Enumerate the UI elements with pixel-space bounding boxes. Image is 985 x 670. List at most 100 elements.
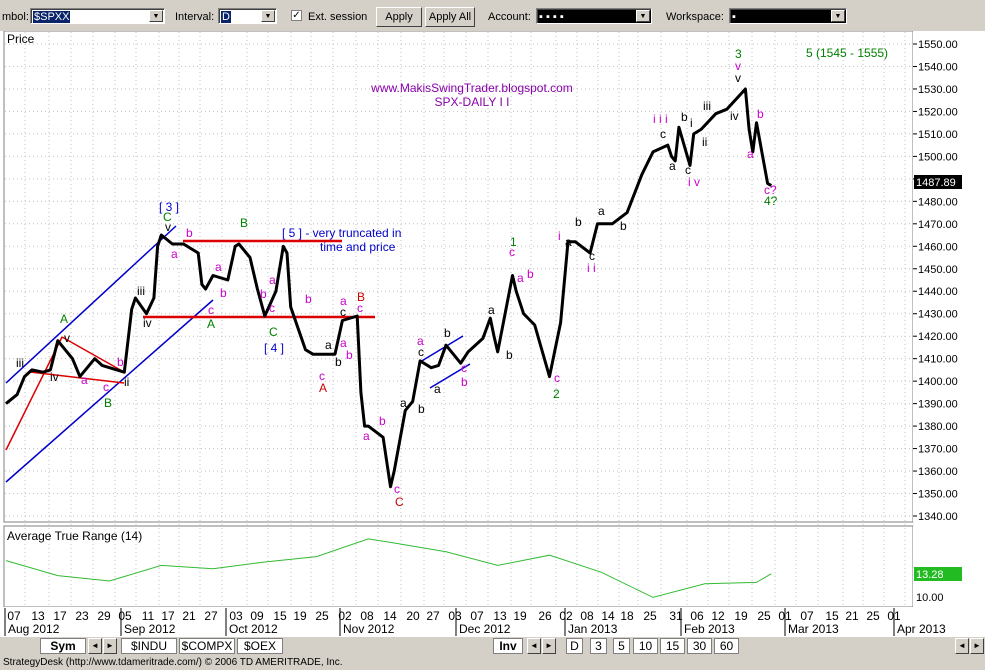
account-label: Account: bbox=[488, 11, 531, 23]
wave-label: v bbox=[735, 71, 741, 85]
tab-15[interactable]: 15 bbox=[660, 638, 685, 654]
chart-area[interactable]: 1550.00 1540.00 1530.00 1520.00 1510.00 1500.… bbox=[0, 30, 985, 637]
time-tick-label: 13 bbox=[31, 609, 45, 623]
nav-right-icon[interactable]: ► bbox=[103, 638, 117, 654]
wave-label: a bbox=[81, 373, 88, 387]
wave-label: i i i bbox=[653, 112, 668, 126]
wave-label: iv bbox=[730, 109, 739, 123]
wave-label: C bbox=[395, 495, 404, 509]
time-axis[interactable] bbox=[0, 607, 985, 637]
time-tick-label: 25 bbox=[643, 609, 657, 623]
wave-label: b bbox=[444, 326, 451, 340]
apply-all-button[interactable]: Apply All bbox=[425, 7, 475, 27]
time-tick-label: 08 bbox=[360, 609, 374, 623]
wave-label: 2 bbox=[553, 387, 560, 401]
wave-label: c bbox=[685, 163, 691, 177]
tab-compx[interactable]: $COMPX bbox=[179, 638, 235, 654]
chevron-down-icon[interactable]: ▼ bbox=[831, 10, 845, 22]
workspace-value: ▪ bbox=[732, 11, 736, 23]
wave-label: a bbox=[269, 273, 276, 287]
nav-left-icon[interactable]: ◄ bbox=[88, 638, 102, 654]
wave-label: c bbox=[589, 249, 595, 263]
account-select[interactable]: ▪ ▪ ▪ ▪ ▼ bbox=[536, 8, 652, 24]
price-tick-label: 1440.00 bbox=[918, 286, 958, 298]
symbol-value: $SPXX bbox=[33, 11, 71, 23]
chevron-down-icon[interactable]: ▼ bbox=[149, 10, 163, 22]
nav-left-icon[interactable]: ◄ bbox=[955, 638, 969, 654]
atr-axis[interactable] bbox=[913, 526, 985, 607]
chart-svg[interactable]: 1550.001540.001530.001520.001510.001500.… bbox=[0, 30, 985, 637]
wave-label: v bbox=[64, 331, 70, 345]
tab-60[interactable]: 60 bbox=[714, 638, 739, 654]
time-tick-label: 18 bbox=[620, 609, 634, 623]
wave-label: b bbox=[379, 414, 386, 428]
wave-label: a bbox=[488, 303, 495, 317]
nav-right-icon[interactable]: ► bbox=[542, 638, 556, 654]
price-tick-label: 1410.00 bbox=[918, 354, 958, 366]
time-tick-label: 21 bbox=[182, 609, 196, 623]
price-tick-label: 1540.00 bbox=[918, 61, 958, 73]
wave-label: B bbox=[104, 396, 112, 410]
wave-label: 1 bbox=[510, 235, 517, 249]
time-tick-label: 23 bbox=[75, 609, 89, 623]
note-line-1: [ 5 ] - very truncated in bbox=[282, 226, 401, 240]
symbol-label: mbol: bbox=[2, 11, 29, 23]
price-tick-label: 1340.00 bbox=[918, 511, 958, 523]
tab-bar: Sym ◄ ► $INDU $COMPX $OEX Inv ◄ ► D 3 5 … bbox=[0, 637, 985, 655]
wave-label: b bbox=[418, 402, 425, 416]
wave-label: c bbox=[418, 345, 424, 359]
interval-select[interactable]: D ▼ bbox=[218, 8, 277, 24]
time-tick-label: 29 bbox=[97, 609, 111, 623]
time-axis-labels: 07 13 17 23 29 05 11 17 21 27 03 09 15 19 25 02 08 14 20 27… bbox=[4, 608, 946, 636]
wave-label: 3 bbox=[735, 47, 742, 61]
time-tick-label: 15 bbox=[825, 609, 839, 623]
wave-label: a bbox=[747, 147, 754, 161]
tab-d[interactable]: D bbox=[566, 638, 583, 654]
tab-sym[interactable]: Sym bbox=[40, 638, 86, 654]
nav-right-icon[interactable]: ► bbox=[970, 638, 984, 654]
apply-button[interactable]: Apply bbox=[376, 7, 422, 27]
chevron-down-icon[interactable]: ▼ bbox=[636, 10, 650, 22]
workspace-select[interactable]: ▪ ▼ bbox=[729, 8, 847, 24]
atr-panel[interactable] bbox=[3, 525, 914, 608]
chevron-down-icon[interactable]: ▼ bbox=[261, 10, 275, 22]
time-tick-label: 27 bbox=[426, 609, 440, 623]
red-triangle-lower bbox=[29, 371, 125, 384]
wave-label: b bbox=[506, 348, 513, 362]
time-tick-label: 02 bbox=[338, 609, 352, 623]
tab-10[interactable]: 10 bbox=[633, 638, 658, 654]
wave-label: b bbox=[527, 267, 534, 281]
time-tick-label: 27 bbox=[204, 609, 218, 623]
time-month-label: Mar 2013 bbox=[788, 622, 839, 636]
tab-5[interactable]: 5 bbox=[613, 638, 630, 654]
price-tick-label: 1450.00 bbox=[918, 264, 958, 276]
tab-30[interactable]: 30 bbox=[687, 638, 712, 654]
tab-inv[interactable]: Inv bbox=[493, 638, 523, 654]
wave-label: iii bbox=[137, 284, 145, 298]
price-tick-label: 1420.00 bbox=[918, 331, 958, 343]
price-axis[interactable] bbox=[913, 31, 985, 522]
price-panel-label: Price bbox=[7, 32, 35, 46]
time-month-label: Feb 2013 bbox=[684, 622, 735, 636]
time-tick-label: 25 bbox=[315, 609, 329, 623]
wave-label: a bbox=[517, 271, 524, 285]
target-note: 5 (1545 - 1555) bbox=[806, 46, 888, 60]
symbol-input[interactable]: $SPXX ▼ bbox=[30, 8, 165, 24]
ext-session-checkbox[interactable]: ✓ bbox=[291, 10, 302, 21]
wave-label: a bbox=[325, 338, 332, 352]
wave-label: c bbox=[208, 303, 214, 317]
tab-indu[interactable]: $INDU bbox=[121, 638, 177, 654]
tab-oex[interactable]: $OEX bbox=[237, 638, 283, 654]
wave-label: c bbox=[660, 127, 666, 141]
price-tick-label: 1510.00 bbox=[918, 129, 958, 141]
tab-3[interactable]: 3 bbox=[590, 638, 607, 654]
time-tick-label: 17 bbox=[161, 609, 175, 623]
wave-labels: A B C [ 3 ] A B C [ 4 ] A B C 1 2 3 4? c… bbox=[16, 47, 778, 509]
wave-label: c bbox=[103, 380, 109, 394]
nav-left-icon[interactable]: ◄ bbox=[527, 638, 541, 654]
wave-label: b bbox=[305, 292, 312, 306]
time-tick-label: 03 bbox=[229, 609, 243, 623]
time-tick-label: 02 bbox=[559, 609, 573, 623]
atr-panel-label: Average True Range (14) bbox=[7, 529, 142, 543]
watermark-title: SPX-DAILY I I bbox=[435, 95, 510, 109]
